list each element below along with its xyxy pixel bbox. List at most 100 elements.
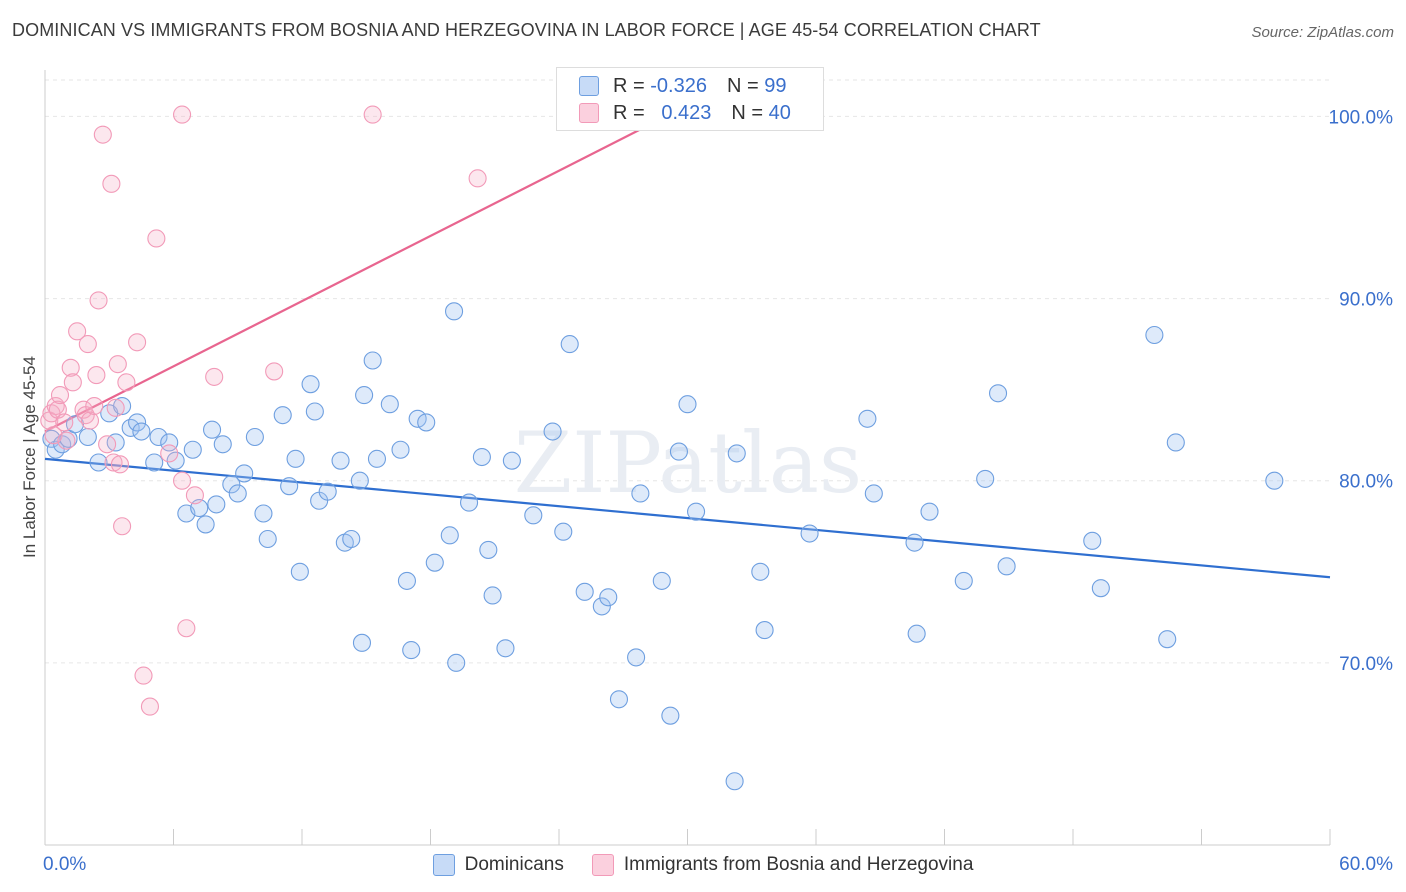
dominicans-point-93 xyxy=(1145,325,1164,345)
bosnia-point-36 xyxy=(265,362,284,381)
dominicans-point-51 xyxy=(417,413,436,432)
dominicans-point-11 xyxy=(128,413,147,432)
dominicans-point-42 xyxy=(355,386,374,405)
dominicans-point-84 xyxy=(905,533,924,552)
x-tick-label-0: 0.0% xyxy=(43,854,86,875)
trend-line-1 xyxy=(44,104,688,433)
dominicans-point-95 xyxy=(1166,433,1185,452)
bosnia-point-30 xyxy=(147,229,166,248)
dominicans-point-54 xyxy=(447,653,466,672)
legend: Dominicans Immigrants from Bosnia and He… xyxy=(0,851,1406,879)
dominicans-point-48 xyxy=(397,571,416,590)
dominicans-point-49 xyxy=(402,641,421,660)
dominicans-point-31 xyxy=(280,477,299,496)
dominicans-point-89 xyxy=(988,384,1008,403)
legend-item-bosnia[interactable]: Immigrants from Bosnia and Herzegovina xyxy=(591,854,974,876)
dominicans-point-23 xyxy=(213,435,232,454)
dominicans-point-55 xyxy=(445,302,464,321)
bosnia-point-33 xyxy=(177,619,196,638)
dominicans-point-15 xyxy=(160,433,179,452)
dominicans-point-34 xyxy=(301,375,320,394)
bosnia-point-28 xyxy=(134,666,153,685)
dominicans-point-70 xyxy=(627,648,646,667)
dominicans-point-57 xyxy=(472,447,491,467)
dominicans-point-58 xyxy=(479,540,498,559)
bosnia-point-17 xyxy=(89,291,108,310)
y-axis-label: In Labor Force | Age 45-54 xyxy=(20,356,39,558)
dominicans-point-65 xyxy=(560,335,579,354)
dominicans-point-44 xyxy=(363,351,382,370)
watermark: ZIPatlas xyxy=(514,414,862,512)
dominicans-swatch xyxy=(579,76,599,96)
dominicans-point-94 xyxy=(1158,630,1177,649)
dominicans-point-24 xyxy=(222,475,241,494)
dominicans-point-82 xyxy=(858,409,877,428)
stats-row-dominicans: R = -0.326 N = 99 xyxy=(579,73,786,99)
bosnia-point-22 xyxy=(106,398,125,417)
dominicans-point-60 xyxy=(496,639,515,658)
trend-line-0 xyxy=(44,457,1331,579)
bosnia-point-39 xyxy=(468,169,487,188)
x-tick-label-1: 60.0% xyxy=(1339,854,1393,875)
dominicans-point-20 xyxy=(196,515,215,534)
dominicans-point-18 xyxy=(183,440,202,459)
dominicans-point-25 xyxy=(228,484,247,503)
dominicans-point-62 xyxy=(524,506,543,525)
y-tick-label-3: 100.0% xyxy=(1329,107,1394,128)
bosnia-point-6 xyxy=(55,413,74,432)
dominicans-point-32 xyxy=(286,449,305,468)
dominicans-point-35 xyxy=(305,402,324,421)
trend-lines xyxy=(44,104,1331,579)
dominicans-point-38 xyxy=(331,451,350,470)
legend-label-bosnia: Immigrants from Bosnia and Herzegovina xyxy=(623,854,974,875)
bosnia-point-29 xyxy=(140,697,159,716)
dominicans-point-71 xyxy=(631,484,650,503)
bosnia-point-32 xyxy=(173,471,192,490)
bosnia-point-21 xyxy=(104,453,123,472)
dominicans-point-12 xyxy=(132,422,151,441)
dominicans-point-91 xyxy=(1083,531,1102,550)
dominicans-point-64 xyxy=(554,522,573,541)
dominicans-point-72 xyxy=(652,571,671,590)
bosnia-swatch xyxy=(579,103,599,123)
bosnia-point-9 xyxy=(63,373,82,392)
bosnia-point-18 xyxy=(93,125,112,144)
dominicans-point-83 xyxy=(864,484,883,503)
dominicans-point-68 xyxy=(599,588,618,607)
bosnia-point-5 xyxy=(50,386,70,405)
dominicans-point-30 xyxy=(273,406,292,425)
dominicans-point-21 xyxy=(203,420,222,439)
bosnia-r: 0.423 xyxy=(661,101,712,124)
dominicans-point-74 xyxy=(669,442,688,461)
bosnia-point-37 xyxy=(173,105,192,124)
dominicans-point-29 xyxy=(258,529,277,549)
stats-box: R = -0.326 N = 99 R = 0.423 N = 40 xyxy=(556,67,824,131)
dominicans-point-52 xyxy=(425,553,444,572)
dominicans-point-77 xyxy=(727,444,746,463)
y-tick-label-1: 80.0% xyxy=(1339,472,1393,493)
dominicans-point-41 xyxy=(350,471,369,490)
dominicans-point-37 xyxy=(318,482,337,501)
dominicans-point-85 xyxy=(907,624,926,643)
dominicans-point-78 xyxy=(725,772,744,791)
legend-swatch-dominicans xyxy=(432,854,455,876)
bosnia-point-23 xyxy=(108,355,127,374)
dominicans-point-6 xyxy=(89,453,108,472)
bosnia-point-16 xyxy=(87,366,106,385)
bosnia-point-20 xyxy=(102,174,121,193)
gridlines xyxy=(45,79,1330,664)
tick-labels: 70.0% 80.0% 90.0% 100.0% 0.0% 60.0% xyxy=(43,107,1393,875)
bosnia-n: 40 xyxy=(768,101,791,124)
dominicans-point-13 xyxy=(145,453,164,472)
bosnia-point-34 xyxy=(185,486,204,505)
dominicans-r: -0.326 xyxy=(650,74,707,97)
dominicans-point-73 xyxy=(661,706,680,725)
legend-item-dominicans[interactable]: Dominicans xyxy=(432,854,564,876)
dominicans-point-47 xyxy=(391,440,410,459)
chart-title: DOMINICAN VS IMMIGRANTS FROM BOSNIA AND … xyxy=(12,20,1041,40)
axes xyxy=(44,70,1331,846)
dominicans-point-86 xyxy=(920,502,939,521)
dominicans-point-79 xyxy=(751,562,770,581)
dominicans-point-75 xyxy=(678,395,697,414)
dominicans-point-80 xyxy=(755,621,774,640)
